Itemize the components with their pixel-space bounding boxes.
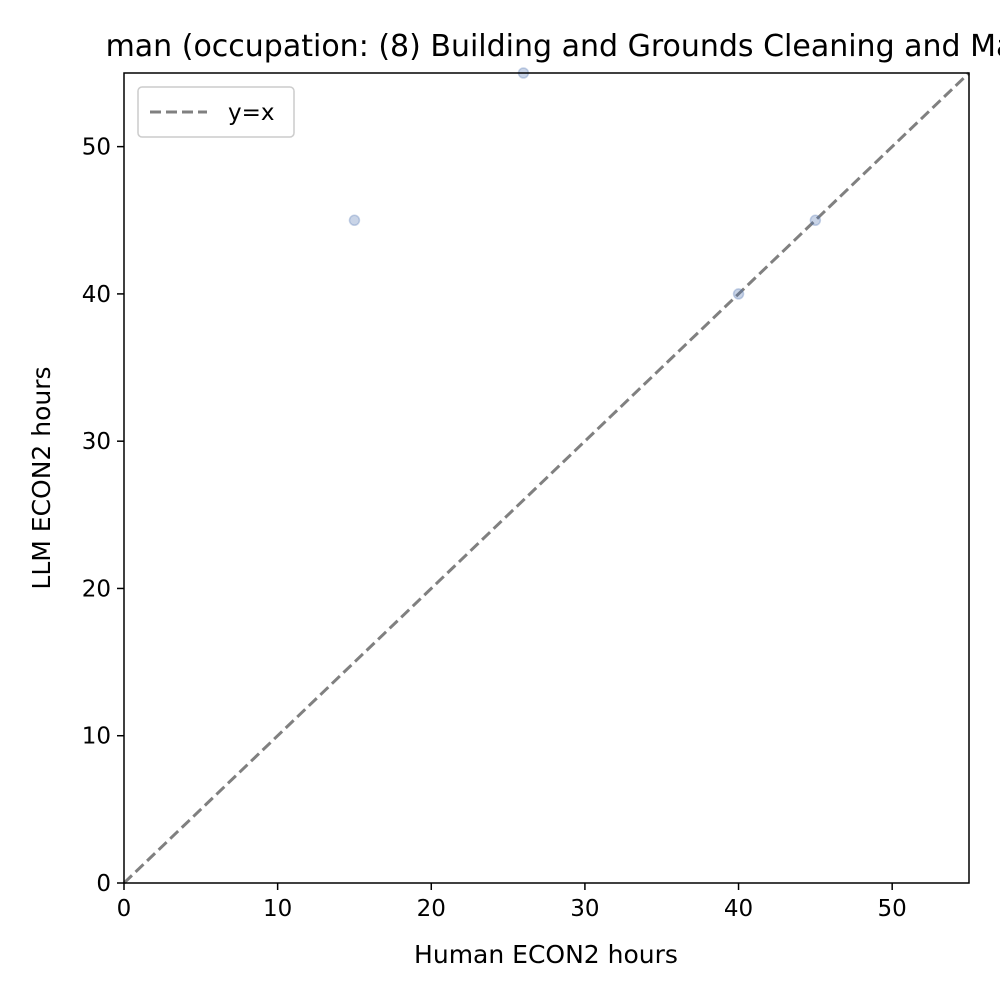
y-tick-label-0: 0 xyxy=(96,871,111,897)
data-point-0-3 xyxy=(809,214,822,227)
x-tick-label-50: 50 xyxy=(878,896,907,922)
x-tick-label-40: 40 xyxy=(724,896,753,922)
data-point-0-2 xyxy=(732,288,745,300)
x-axis-ticks: 0 10 20 30 40 50 xyxy=(117,883,907,922)
legend: y=x xyxy=(137,86,295,138)
y-tick-label-30: 30 xyxy=(82,429,111,455)
legend-box xyxy=(137,86,295,138)
x-tick-label-30: 30 xyxy=(570,896,599,922)
legend-label-y-equals-x: y=x xyxy=(228,100,275,126)
y-axis-ticks: 0 10 20 30 40 50 xyxy=(82,135,124,897)
y-tick-label-40: 40 xyxy=(82,282,111,308)
reference-line-y-equals-x xyxy=(122,71,971,885)
x-tick-label-0: 0 xyxy=(117,896,132,922)
x-tick-label-10: 10 xyxy=(263,896,292,922)
y-tick-label-20: 20 xyxy=(82,576,111,602)
plot-frame xyxy=(123,72,970,884)
data-point-0-0 xyxy=(348,214,361,227)
x-axis-label: Human ECON2 hours xyxy=(414,940,678,969)
y-axis-label: LLM ECON2 hours xyxy=(27,366,56,589)
y-tick-label-10: 10 xyxy=(82,724,111,750)
y-tick-label-50: 50 xyxy=(82,135,111,161)
chart-title: man (occupation: (8) Building and Ground… xyxy=(106,29,1000,64)
x-tick-label-20: 20 xyxy=(417,896,446,922)
plot-area xyxy=(122,67,971,885)
